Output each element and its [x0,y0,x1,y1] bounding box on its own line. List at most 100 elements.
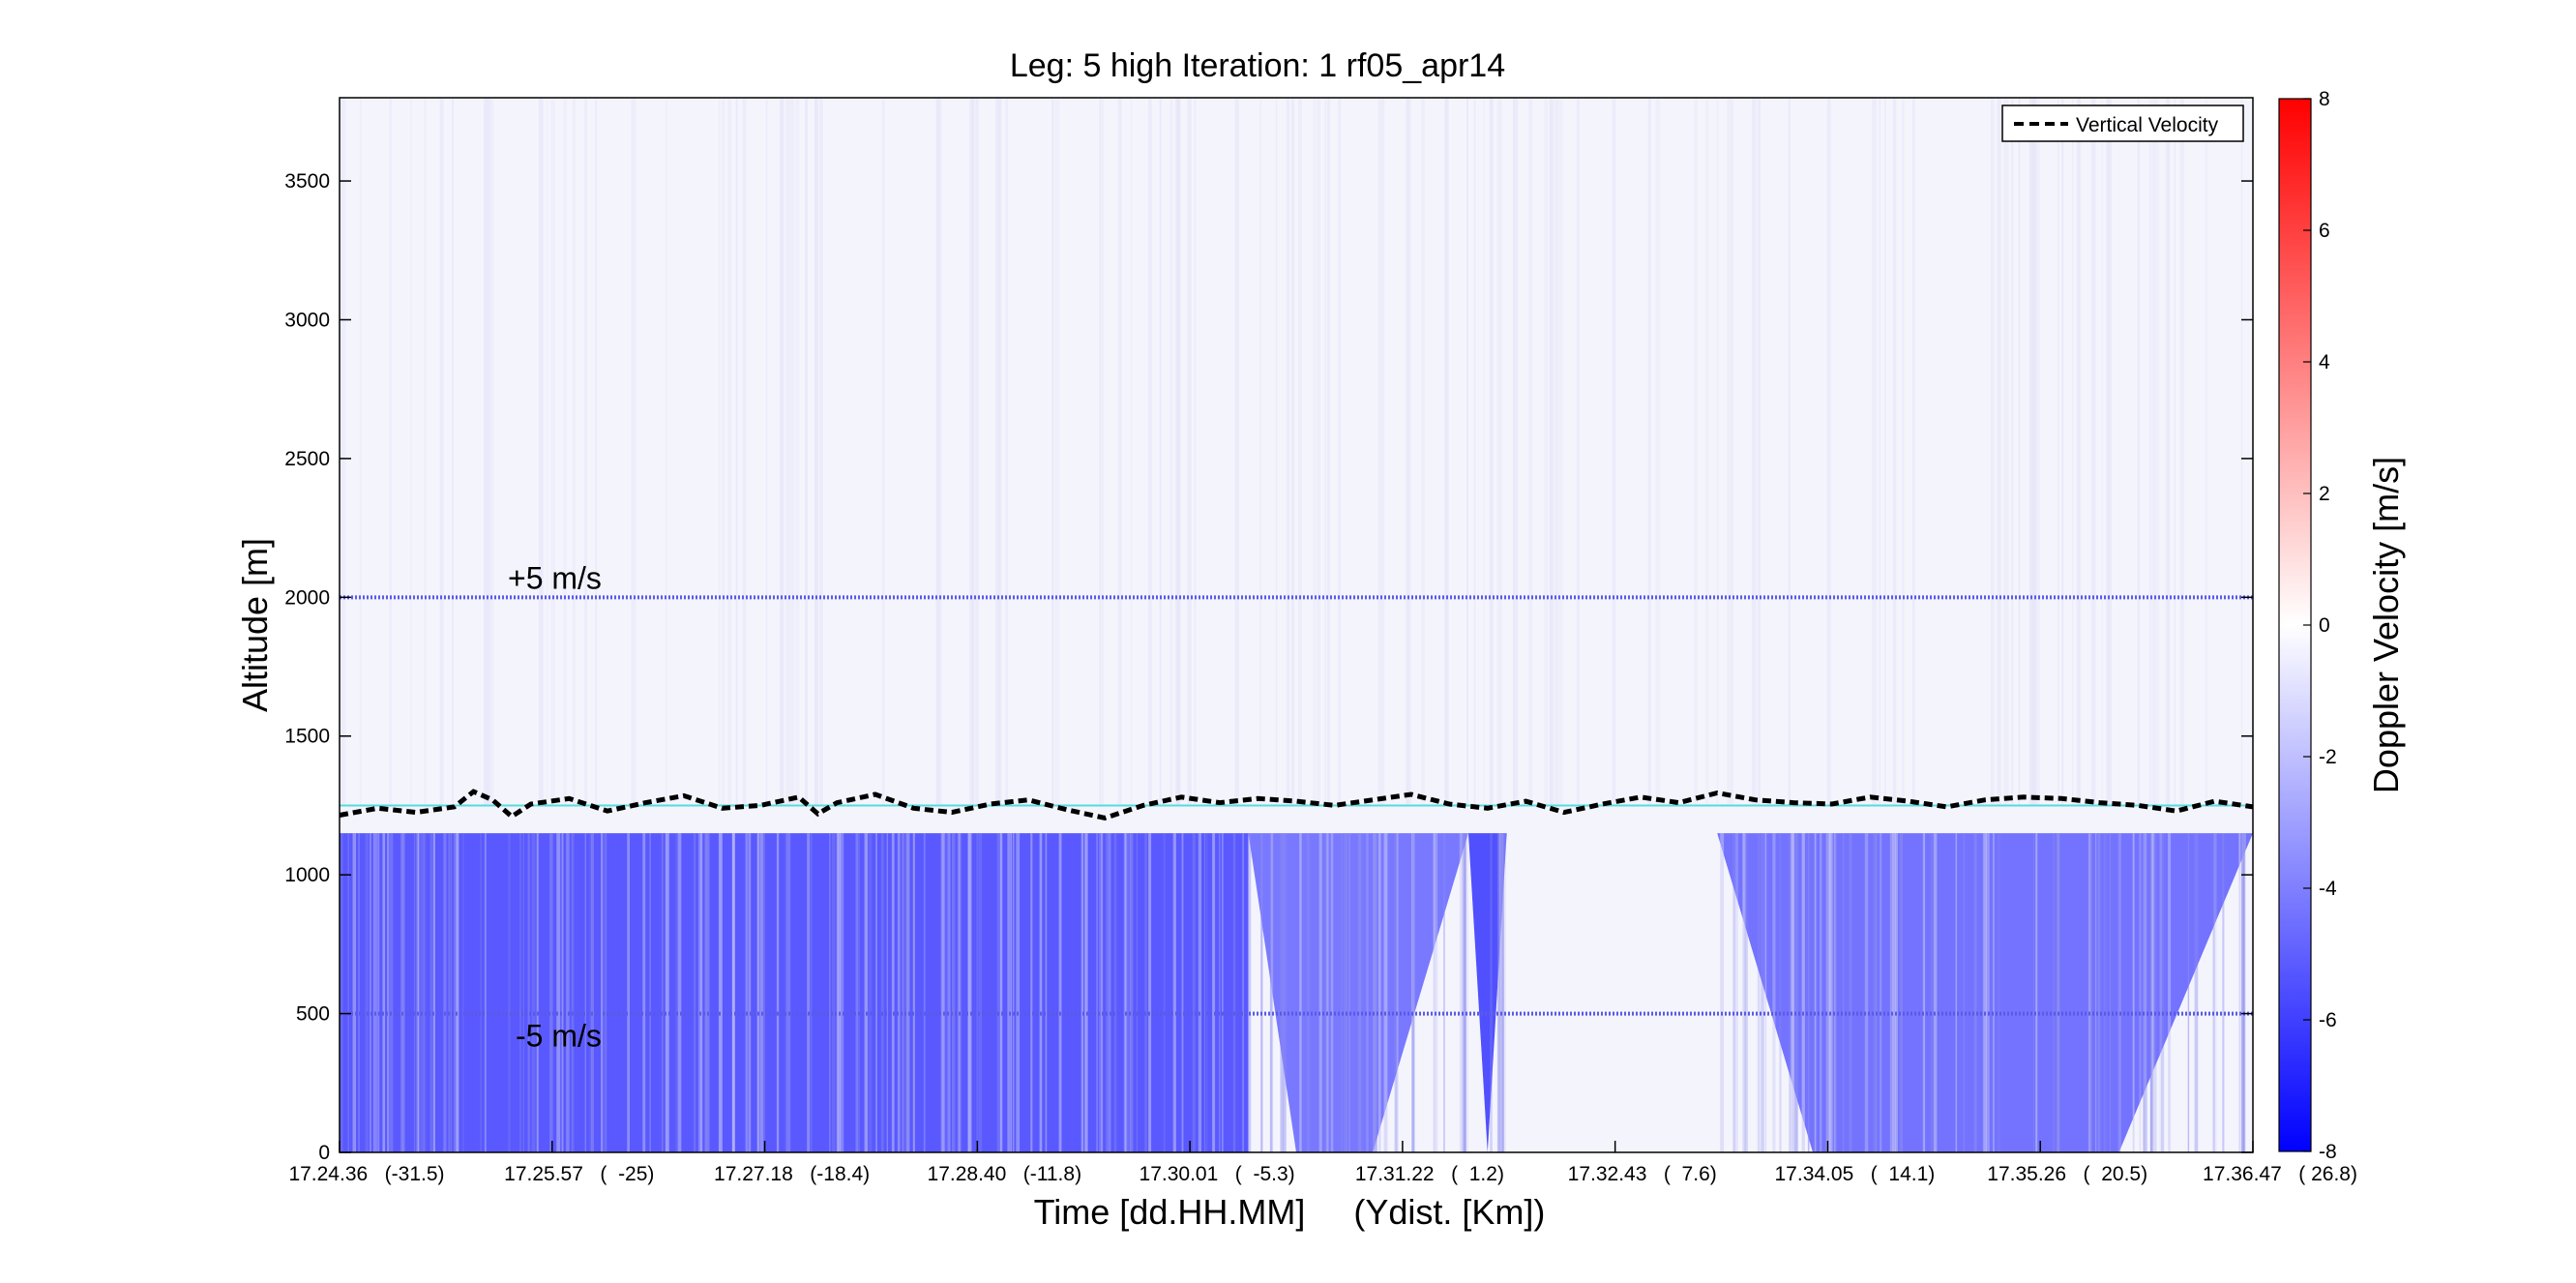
velocity-texture [480,833,482,1152]
clear-air-streak [2061,98,2064,806]
velocity-texture [1010,833,1013,1152]
clear-air-streak [439,98,444,806]
velocity-texture [1045,833,1048,1152]
velocity-texture [1834,833,1836,1152]
velocity-texture [718,833,723,1152]
velocity-texture [1357,833,1362,1152]
x-tick-label: 17.24.36 (-31.5) [288,1163,444,1185]
clear-air-streak [735,98,738,806]
clear-air-streak [2154,98,2160,806]
velocity-texture [1212,833,1216,1152]
clear-air-streak [487,98,489,806]
velocity-texture [1326,833,1329,1152]
velocity-texture [1330,833,1334,1152]
velocity-region [1468,833,1507,1152]
velocity-texture [1873,833,1875,1152]
velocity-texture [858,833,861,1152]
colorbar-tick-label: -8 [2319,1141,2337,1163]
velocity-texture [1933,833,1938,1152]
velocity-texture [707,833,710,1152]
velocity-texture [1374,833,1377,1152]
clear-air-streak [975,98,979,806]
clear-air-streak [2076,98,2082,806]
clear-air-streak [631,98,637,806]
velocity-texture [776,833,780,1152]
clear-air-streak [2018,98,2020,806]
velocity-texture [1930,833,1935,1152]
velocity-texture [976,833,979,1152]
velocity-texture [1105,833,1109,1152]
y-tick-label: 2000 [284,586,330,609]
velocity-texture [957,833,961,1152]
clear-air-streak [563,98,567,806]
velocity-texture [2213,833,2217,1152]
y-axis-label: Altitude [m] [235,538,275,712]
velocity-texture [556,833,561,1152]
velocity-texture [1182,833,1184,1152]
velocity-texture [1880,833,1882,1152]
velocity-texture [1030,833,1033,1152]
colorbar-label: Doppler Velocity [m/s] [2366,457,2406,793]
clear-air-streak [2076,98,2081,806]
clear-air-streak [1297,98,1302,806]
clear-air-streak [1544,98,1549,806]
velocity-texture [2154,833,2157,1152]
clear-air-streak [1234,98,1239,806]
clear-air-streak [2072,98,2074,806]
velocity-texture [418,833,420,1152]
clear-air-streak [727,98,731,806]
velocity-texture [1501,833,1504,1152]
velocity-texture [1807,833,1810,1152]
reference-lines: +5 m/s -5 m/s [340,560,2253,1054]
x-axis-label: Time [dd.HH.MM] (Ydist. [Km]) [1034,1192,1546,1232]
clear-air-streak [1513,98,1519,806]
velocity-texture [2149,833,2153,1152]
velocity-texture [1923,833,1926,1152]
velocity-texture [1206,833,1208,1152]
x-axis-ticks: 17.24.36 (-31.5) 17.25.57 ( -25) 17.27.18 … [288,1141,2357,1185]
clear-air-streak [484,98,489,806]
velocity-region [340,833,1249,1152]
y-tick-label: 3000 [284,310,330,332]
velocity-texture [628,833,631,1152]
velocity-texture [433,833,435,1152]
clear-air-streak [790,98,794,806]
velocity-texture [1813,833,1816,1152]
clear-air-streak [1187,98,1192,806]
clear-air-streak [2031,98,2036,806]
velocity-texture [1889,833,1892,1152]
velocity-texture [1836,833,1837,1152]
clear-air-streak [2179,98,2184,806]
clear-air-streak [765,98,768,806]
velocity-texture [1735,833,1738,1152]
velocity-texture [1793,833,1798,1152]
velocity-texture [591,833,594,1152]
velocity-texture [1218,833,1221,1152]
velocity-texture [1894,833,1898,1152]
clear-air-streak [1444,98,1449,806]
velocity-texture [756,833,760,1152]
clear-air-streak [935,98,941,806]
velocity-texture [1955,833,1958,1152]
clear-air-streak [1884,98,1886,806]
clear-air-streak [1788,98,1791,806]
clear-air-streak [573,98,575,806]
clear-air-streak [1175,98,1180,806]
velocity-texture [1383,833,1388,1152]
velocity-texture [913,833,915,1152]
clear-air-streak [819,98,823,806]
velocity-texture [642,833,646,1152]
reference-line-label: -5 m/s [516,1019,602,1054]
velocity-texture [376,833,380,1152]
velocity-texture [1270,833,1274,1152]
velocity-texture [1260,833,1263,1152]
velocity-texture [1983,833,1987,1152]
velocity-texture [549,833,553,1152]
velocity-texture [1801,833,1805,1152]
velocity-texture [1892,833,1896,1152]
velocity-texture [531,833,536,1152]
velocity-texture [1875,833,1878,1152]
velocity-texture [1222,833,1224,1152]
clear-air-streak [547,98,548,806]
velocity-texture [1204,833,1206,1152]
